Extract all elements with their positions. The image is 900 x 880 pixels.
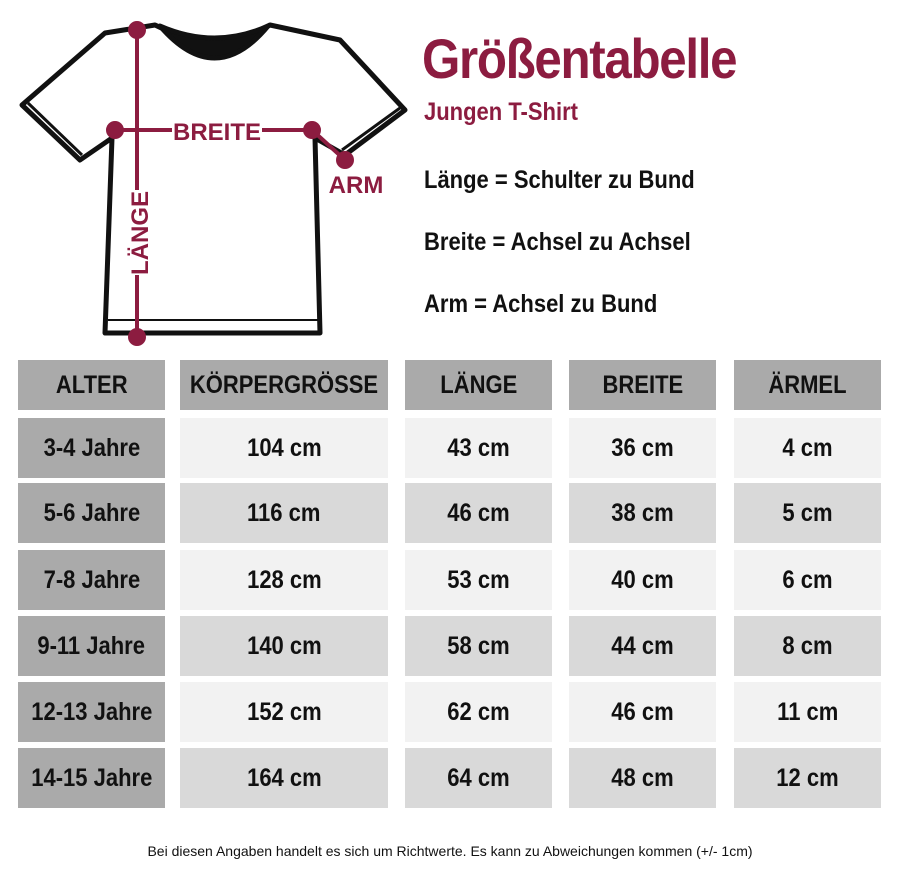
measure-point — [336, 151, 354, 169]
cell-text: 140 cm — [246, 631, 322, 660]
row-header: 9-11 Jahre — [18, 616, 165, 676]
table-cell: 38 cm — [569, 483, 716, 543]
measure-point — [128, 21, 146, 39]
table-cell: 53 cm — [405, 550, 552, 610]
row-header: 14-15 Jahre — [18, 748, 165, 808]
tshirt-diagram: BREITE ARM LÄNGE — [19, 21, 408, 346]
cell-text: 38 cm — [611, 498, 674, 527]
cell-text: 116 cm — [247, 498, 321, 527]
cell-text: 7-8 Jahre — [43, 565, 140, 594]
tshirt-outline-icon — [19, 22, 408, 336]
cell-text: 12 cm — [776, 763, 839, 792]
cell-text: 58 cm — [447, 631, 510, 660]
cell-text: 11 cm — [776, 697, 839, 726]
cell-text: 43 cm — [447, 433, 510, 462]
cell-text: 5 cm — [782, 498, 833, 527]
cell-text: 3-4 Jahre — [43, 433, 140, 462]
table-cell: 6 cm — [734, 550, 881, 610]
cell-text: LÄNGE — [440, 370, 517, 399]
table-cell: 152 cm — [180, 682, 388, 742]
cell-text: 62 cm — [447, 697, 510, 726]
table-cell: 64 cm — [405, 748, 552, 808]
table-cell: 46 cm — [405, 483, 552, 543]
table-cell: 5 cm — [734, 483, 881, 543]
row-header: 7-8 Jahre — [18, 550, 165, 610]
cell-text: 4 cm — [782, 433, 833, 462]
measure-point — [106, 121, 124, 139]
cell-text: 36 cm — [611, 433, 674, 462]
cell-text: 6 cm — [782, 565, 833, 594]
table-cell: 36 cm — [569, 418, 716, 478]
table-cell: 128 cm — [180, 550, 388, 610]
column-header: LÄNGE — [405, 360, 552, 410]
cell-text: 48 cm — [611, 763, 674, 792]
table-cell: 164 cm — [180, 748, 388, 808]
cell-text: 12-13 Jahre — [30, 697, 153, 726]
cell-text: 40 cm — [611, 565, 674, 594]
cell-text: 14-15 Jahre — [30, 763, 153, 792]
cell-text: ÄRMEL — [768, 370, 847, 399]
cell-text: 46 cm — [447, 498, 510, 527]
column-header: BREITE — [569, 360, 716, 410]
table-cell: 140 cm — [180, 616, 388, 676]
page-subtitle: Jungen T-Shirt — [424, 98, 578, 126]
cell-text: 64 cm — [447, 763, 510, 792]
page-title: Größentabelle — [422, 27, 738, 90]
cell-text: 46 cm — [611, 697, 674, 726]
laenge-label: LÄNGE — [127, 191, 154, 275]
cell-text: 44 cm — [611, 631, 674, 660]
table-cell: 116 cm — [180, 483, 388, 543]
definition-laenge: Länge = Schulter zu Bund — [424, 166, 695, 194]
table-cell: 58 cm — [405, 616, 552, 676]
column-header: ALTER — [18, 360, 165, 410]
row-header: 12-13 Jahre — [18, 682, 165, 742]
definition-arm: Arm = Achsel zu Bund — [424, 290, 658, 318]
cell-text: 164 cm — [246, 763, 322, 792]
table-cell: 12 cm — [734, 748, 881, 808]
cell-text: 152 cm — [246, 697, 322, 726]
table-cell: 48 cm — [569, 748, 716, 808]
table-cell: 104 cm — [180, 418, 388, 478]
table-cell: 11 cm — [734, 682, 881, 742]
table-cell: 44 cm — [569, 616, 716, 676]
cell-text: ALTER — [55, 370, 128, 399]
breite-label: BREITE — [173, 119, 261, 146]
table-cell: 4 cm — [734, 418, 881, 478]
definition-breite: Breite = Achsel zu Achsel — [424, 228, 691, 256]
cell-text: 9-11 Jahre — [37, 631, 146, 660]
table-cell: 46 cm — [569, 682, 716, 742]
arm-label: ARM — [329, 172, 384, 199]
cell-text: 8 cm — [782, 631, 833, 660]
cell-text: 5-6 Jahre — [43, 498, 140, 527]
column-header: KÖRPERGRÖSSE — [180, 360, 388, 410]
row-header: 3-4 Jahre — [18, 418, 165, 478]
measure-point — [303, 121, 321, 139]
cell-text: KÖRPERGRÖSSE — [189, 370, 379, 399]
table-cell: 62 cm — [405, 682, 552, 742]
cell-text: BREITE — [602, 370, 683, 399]
footer-note: Bei diesen Angaben handelt es sich um Ri… — [147, 843, 753, 859]
cell-text: 53 cm — [447, 565, 510, 594]
cell-text: 128 cm — [246, 565, 322, 594]
table-cell: 8 cm — [734, 616, 881, 676]
column-header: ÄRMEL — [734, 360, 881, 410]
table-cell: 40 cm — [569, 550, 716, 610]
cell-text: 104 cm — [246, 433, 322, 462]
measure-point — [128, 328, 146, 346]
table-cell: 43 cm — [405, 418, 552, 478]
row-header: 5-6 Jahre — [18, 483, 165, 543]
